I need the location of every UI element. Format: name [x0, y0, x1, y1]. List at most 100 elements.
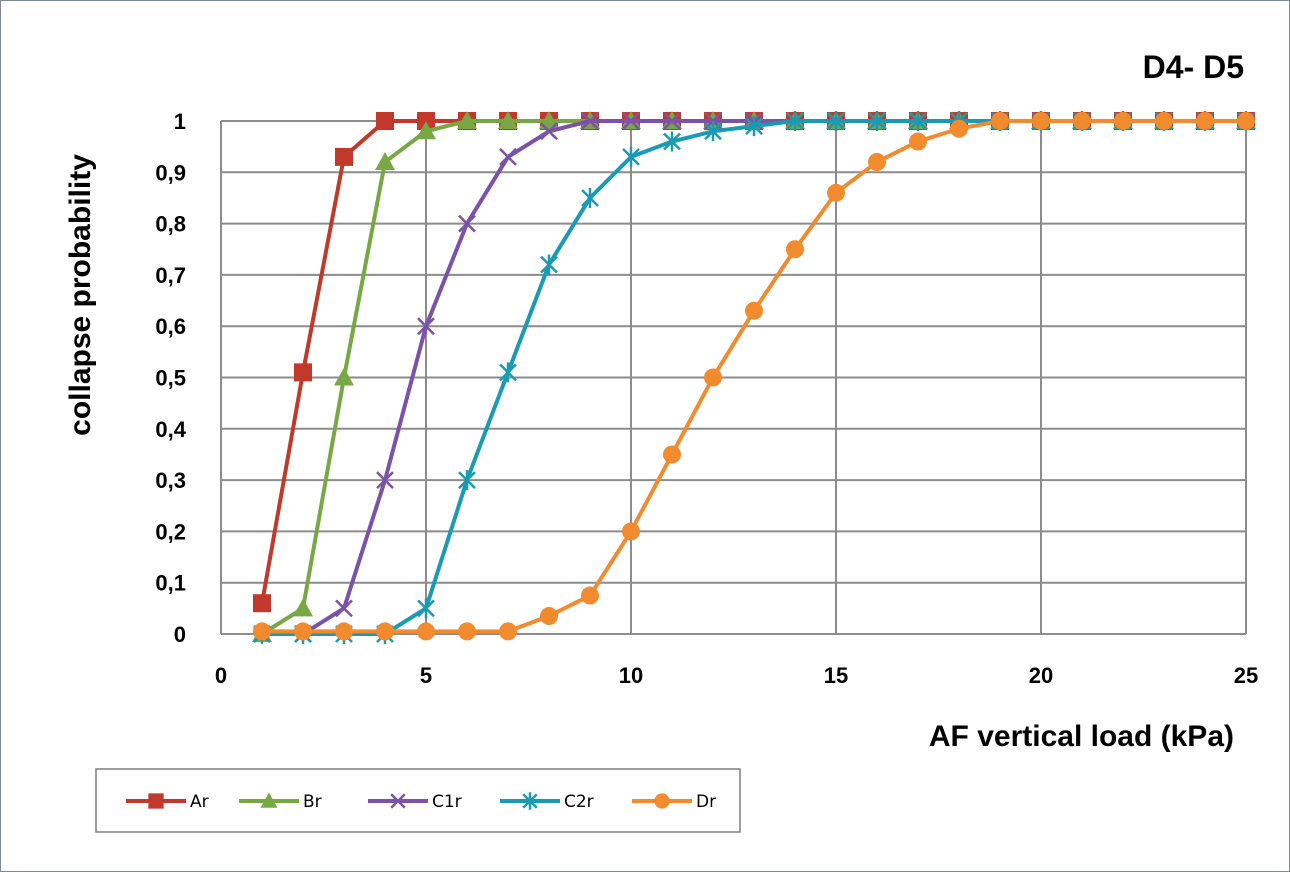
y-tick-label: 0,6 — [155, 314, 186, 339]
data-point-x — [540, 122, 558, 141]
data-point-x — [622, 112, 640, 130]
data-point-circle — [253, 622, 271, 641]
y-tick-label: 0 — [174, 622, 186, 647]
data-point-x — [335, 599, 353, 618]
data-point-triangle — [375, 152, 395, 171]
data-point-x — [376, 471, 394, 489]
data-point-square — [417, 112, 435, 130]
data-point-star — [868, 111, 886, 131]
data-point-circle — [294, 622, 312, 641]
data-point-circle — [991, 112, 1009, 130]
data-point-circle — [1155, 112, 1173, 130]
y-axis-label: collapse probability — [64, 154, 97, 436]
data-point-circle — [868, 153, 886, 172]
data-point-star — [522, 792, 538, 810]
legend-item-br: Br — [239, 792, 322, 812]
data-point-circle — [335, 622, 353, 641]
data-point-triangle — [416, 121, 436, 140]
x-axis-label: AF vertical load (kPa) — [929, 720, 1234, 753]
data-point-square — [148, 793, 164, 809]
data-point-circle — [827, 183, 845, 202]
x-tick-label: 0 — [215, 663, 227, 688]
data-point-star — [827, 111, 845, 131]
data-point-star — [581, 187, 599, 208]
data-point-triangle — [457, 111, 477, 129]
y-tick-label: 0,7 — [155, 263, 186, 288]
y-tick-label: 0,1 — [155, 571, 186, 596]
legend: Ar Br C1r C2r Dr — [95, 768, 741, 833]
y-tick-label: 0,9 — [155, 160, 186, 185]
data-point-circle — [654, 793, 670, 809]
data-point-circle — [745, 301, 763, 320]
data-point-star — [458, 470, 476, 491]
data-point-circle — [950, 119, 968, 138]
y-tick-label: 0,4 — [155, 417, 186, 442]
legend-label: Br — [303, 792, 322, 812]
data-point-triangle — [293, 598, 313, 617]
data-point-x — [581, 112, 599, 130]
data-point-x — [499, 148, 517, 166]
data-point-star — [499, 362, 517, 383]
data-point-star — [704, 121, 722, 142]
data-point-circle — [663, 445, 681, 464]
data-point-circle — [581, 586, 599, 605]
series-dr — [253, 112, 1255, 641]
data-point-circle — [1196, 112, 1214, 130]
data-point-star — [417, 598, 435, 619]
data-point-star — [663, 131, 681, 152]
x-tick-label: 5 — [420, 663, 432, 688]
series-lines — [252, 111, 1256, 644]
data-point-circle — [786, 240, 804, 259]
series-line — [262, 119, 1246, 634]
x-tick-label: 15 — [824, 663, 848, 688]
data-point-star — [745, 116, 763, 137]
data-point-circle — [499, 622, 517, 641]
data-point-circle — [1114, 112, 1132, 130]
series-ar — [253, 112, 1255, 613]
data-point-square — [253, 594, 271, 613]
x-tick-label: 25 — [1234, 663, 1258, 688]
y-tick-label: 0,5 — [155, 366, 186, 391]
legend-item-dr: Dr — [632, 792, 716, 812]
y-tick-label: 0,3 — [155, 468, 186, 493]
data-point-circle — [1032, 112, 1050, 130]
x-tick-label: 10 — [619, 663, 643, 688]
y-tick-labels: 0 0,1 0,2 0,3 0,4 0,5 0,6 0,7 0,8 0,9 1 — [155, 109, 186, 647]
data-point-circle — [909, 132, 927, 151]
legend-item-c1r: C1r — [368, 792, 462, 812]
data-point-square — [294, 363, 312, 382]
legend-item-ar: Ar — [126, 792, 209, 812]
data-point-circle — [417, 622, 435, 641]
data-point-circle — [540, 607, 558, 626]
data-point-triangle — [260, 792, 278, 808]
data-point-triangle — [498, 111, 518, 129]
chart-title: D4- D5 — [1143, 49, 1244, 85]
data-point-star — [622, 146, 640, 167]
data-point-x — [458, 214, 476, 233]
x-tick-label: 20 — [1029, 663, 1053, 688]
y-tick-label: 1 — [174, 109, 186, 134]
data-point-x — [417, 317, 435, 336]
legend-label: C1r — [432, 792, 462, 812]
data-point-star — [786, 111, 804, 131]
x-tick-labels: 0 5 10 15 20 25 — [215, 663, 1258, 688]
data-point-triangle — [334, 367, 354, 386]
data-point-star — [909, 111, 927, 131]
data-point-circle — [622, 522, 640, 541]
legend-label: Ar — [190, 792, 209, 812]
data-point-star — [540, 254, 558, 275]
legend-item-c2r: C2r — [500, 792, 594, 812]
legend-label: C2r — [564, 792, 594, 812]
data-point-x — [663, 112, 681, 130]
data-point-square — [376, 112, 394, 130]
grid — [220, 120, 1247, 635]
y-tick-label: 0,2 — [155, 519, 186, 544]
legend-label: Dr — [696, 792, 716, 812]
data-point-circle — [1237, 112, 1255, 130]
data-point-circle — [704, 368, 722, 387]
data-point-circle — [376, 622, 394, 641]
data-point-x — [390, 793, 406, 809]
data-point-circle — [458, 622, 476, 641]
